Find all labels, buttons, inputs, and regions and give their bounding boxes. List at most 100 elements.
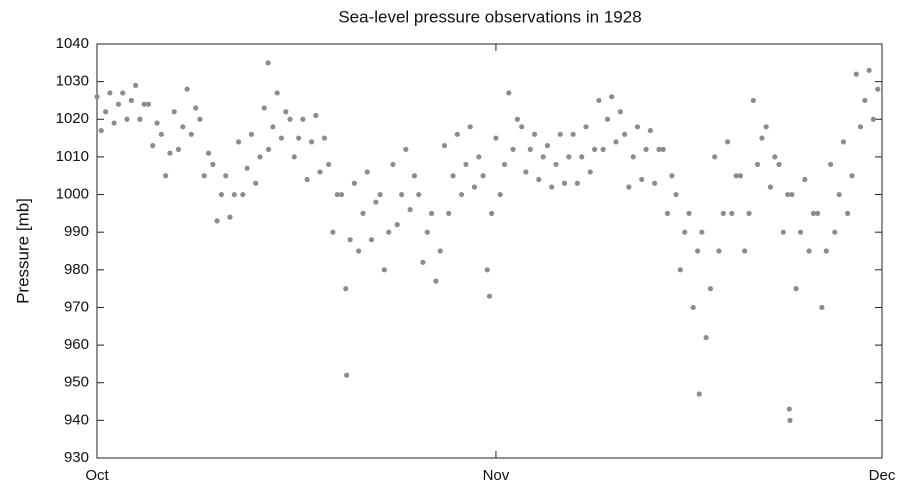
point [291, 154, 297, 160]
point [326, 161, 332, 168]
point [845, 210, 851, 216]
point [724, 139, 731, 145]
point [351, 180, 357, 186]
point [103, 109, 109, 115]
point [596, 97, 602, 104]
point [652, 180, 658, 186]
point [223, 173, 229, 179]
point [694, 248, 701, 254]
point [793, 286, 799, 292]
point [785, 191, 791, 198]
point [399, 191, 405, 198]
point [643, 146, 649, 152]
point [510, 146, 516, 152]
y-tick-label: 1040 [56, 35, 89, 52]
point [587, 169, 593, 175]
point [214, 218, 220, 224]
point [810, 210, 817, 216]
point [832, 229, 838, 235]
point [729, 210, 735, 216]
point [853, 71, 859, 77]
point [720, 210, 726, 216]
point [274, 90, 280, 96]
point [261, 105, 267, 111]
y-tick-label: 980 [64, 261, 89, 278]
point [377, 191, 383, 198]
point [639, 176, 645, 183]
point [317, 169, 323, 175]
point [197, 116, 203, 122]
point [819, 304, 825, 311]
point [866, 67, 872, 73]
point [549, 184, 555, 190]
point [428, 210, 435, 216]
point [484, 267, 490, 273]
point [656, 146, 662, 152]
point [682, 229, 688, 235]
point [454, 131, 460, 137]
point [527, 146, 533, 152]
point [330, 229, 336, 235]
point [300, 116, 306, 122]
point [699, 229, 705, 235]
point [767, 184, 774, 190]
point [407, 207, 413, 213]
point [193, 105, 199, 111]
point [827, 161, 834, 168]
point [270, 124, 276, 130]
point [630, 154, 636, 160]
point [381, 267, 387, 273]
point [446, 210, 452, 216]
point [364, 169, 370, 175]
point [797, 229, 804, 235]
point [696, 391, 702, 397]
point [536, 176, 542, 183]
point [244, 165, 250, 171]
point [386, 229, 392, 235]
point [441, 143, 448, 149]
point [823, 248, 829, 254]
point [746, 210, 752, 216]
point [553, 161, 559, 168]
point [489, 210, 495, 216]
y-tick-label: 1030 [56, 73, 89, 90]
point [626, 184, 632, 190]
point [514, 116, 521, 122]
point [673, 191, 679, 198]
point [592, 146, 598, 152]
point [660, 146, 666, 152]
point [154, 120, 160, 126]
point [296, 135, 302, 141]
point [467, 124, 473, 130]
point [128, 97, 134, 104]
point [506, 90, 512, 96]
point [403, 146, 409, 152]
point [561, 180, 568, 186]
point [540, 154, 546, 160]
point [707, 286, 714, 292]
point [471, 184, 478, 190]
point [334, 191, 340, 198]
point [737, 173, 744, 179]
point [677, 267, 683, 273]
point [450, 173, 456, 179]
point [360, 210, 366, 216]
point [235, 139, 242, 145]
point [609, 94, 615, 100]
point [411, 173, 418, 179]
point [703, 334, 709, 341]
x-tick-label: Dec [869, 467, 896, 484]
point [111, 120, 117, 126]
x-tick-label: Oct [85, 467, 109, 484]
point [786, 406, 792, 412]
point [120, 90, 126, 96]
point [815, 210, 821, 216]
point [501, 161, 508, 168]
point [133, 82, 139, 88]
point [862, 97, 868, 104]
point [115, 101, 122, 107]
point [253, 180, 259, 186]
y-tick-label: 970 [64, 298, 89, 315]
point [416, 191, 422, 198]
